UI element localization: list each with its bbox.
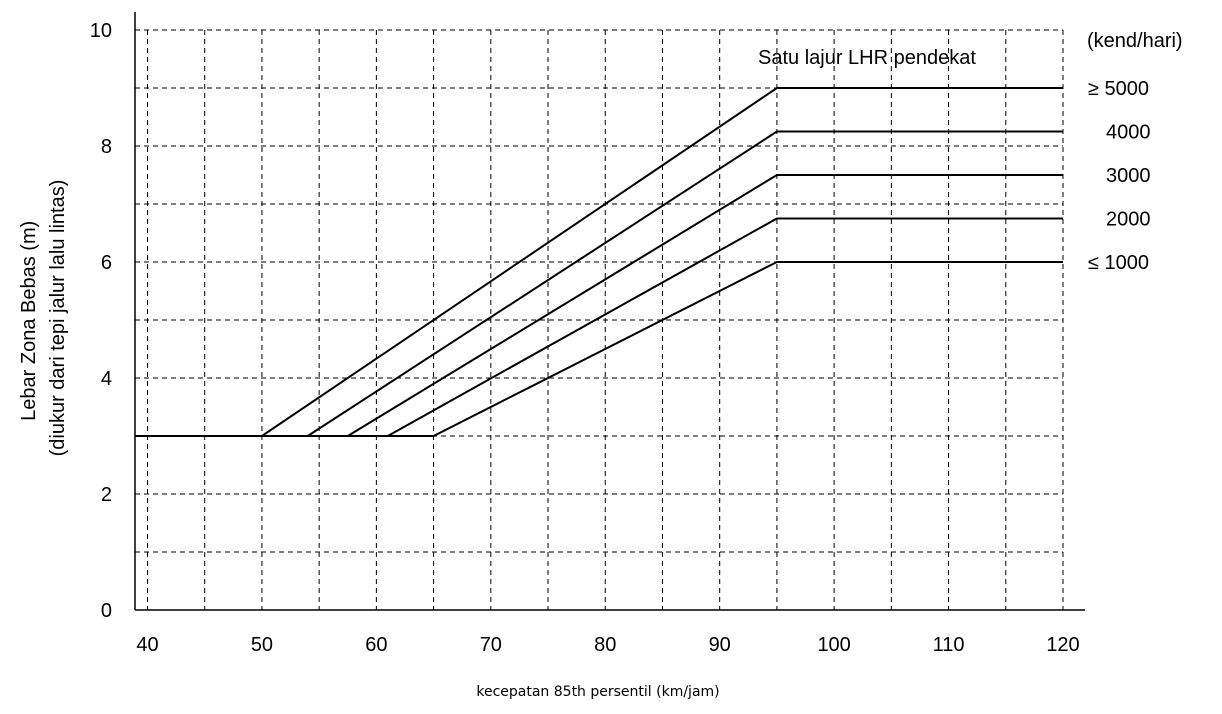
series-label: 3000 (1106, 165, 1151, 187)
legend-title: Satu lajur LHR pendekat (758, 47, 976, 69)
x-tick-label: 40 (136, 634, 158, 656)
x-tick-label: 90 (709, 634, 731, 656)
y-axis-title-line-1: Lebar Zona Bebas (m) (18, 221, 40, 421)
axes: 0 2 4 6 8 10 40 50 60 70 80 90 100 110 120 (90, 12, 1085, 656)
x-tick-label: 60 (365, 634, 387, 656)
y-tick-label: 8 (101, 136, 112, 158)
x-tick-label: 80 (594, 634, 616, 656)
y-tick-label: 6 (101, 252, 112, 274)
y-axis-title: Lebar Zona Bebas (m) (diukur dari tepi j… (18, 180, 69, 457)
y-tick-label: 2 (101, 484, 112, 506)
y-axis-title-line-2: (diukur dari tepi jalur lalu lintas) (47, 180, 69, 457)
series-label: 2000 (1106, 209, 1151, 231)
y-tick-label: 4 (101, 368, 112, 390)
x-tick-label: 70 (480, 634, 502, 656)
x-tick-label: 120 (1046, 634, 1079, 656)
x-tick-label: 50 (251, 634, 273, 656)
legend-unit: (kend/hari) (1087, 30, 1183, 52)
series-line (135, 261, 1063, 437)
series-label: 4000 (1106, 122, 1151, 144)
y-tick-label: 10 (90, 20, 112, 42)
series-label: ≥ 5000 (1088, 78, 1149, 100)
series-line (135, 174, 1063, 437)
labels: (kend/hari) Satu lajur LHR pendekat kece… (18, 30, 1183, 700)
x-tick-label: 100 (817, 634, 850, 656)
grid (135, 29, 1064, 610)
y-tick-label: 0 (101, 600, 112, 622)
x-tick-label: 110 (933, 634, 965, 656)
series-lines (135, 87, 1063, 437)
series-line (135, 217, 1063, 437)
series-label: ≤ 1000 (1088, 252, 1149, 274)
x-axis-title: kecepatan 85th persentil (km/jam) (476, 684, 719, 700)
